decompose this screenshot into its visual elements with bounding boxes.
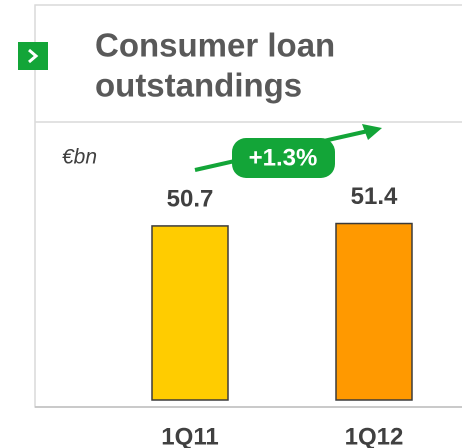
value-label: 51.4 (351, 183, 398, 210)
chart-title: outstandings (95, 67, 302, 104)
x-tick-label: 1Q12 (345, 423, 404, 448)
chart: Consumer loan outstandings €bn +1.3% 50.… (0, 0, 462, 448)
bar (152, 226, 228, 400)
unit-label: €bn (62, 146, 97, 169)
x-tick-label: 1Q11 (161, 423, 218, 448)
bar (336, 224, 412, 400)
chart-title: Consumer loan (95, 27, 335, 64)
value-label: 50.7 (167, 185, 214, 212)
annotation: +1.3% (249, 144, 318, 171)
chevron-box (18, 42, 48, 70)
arrow-head (362, 124, 382, 140)
